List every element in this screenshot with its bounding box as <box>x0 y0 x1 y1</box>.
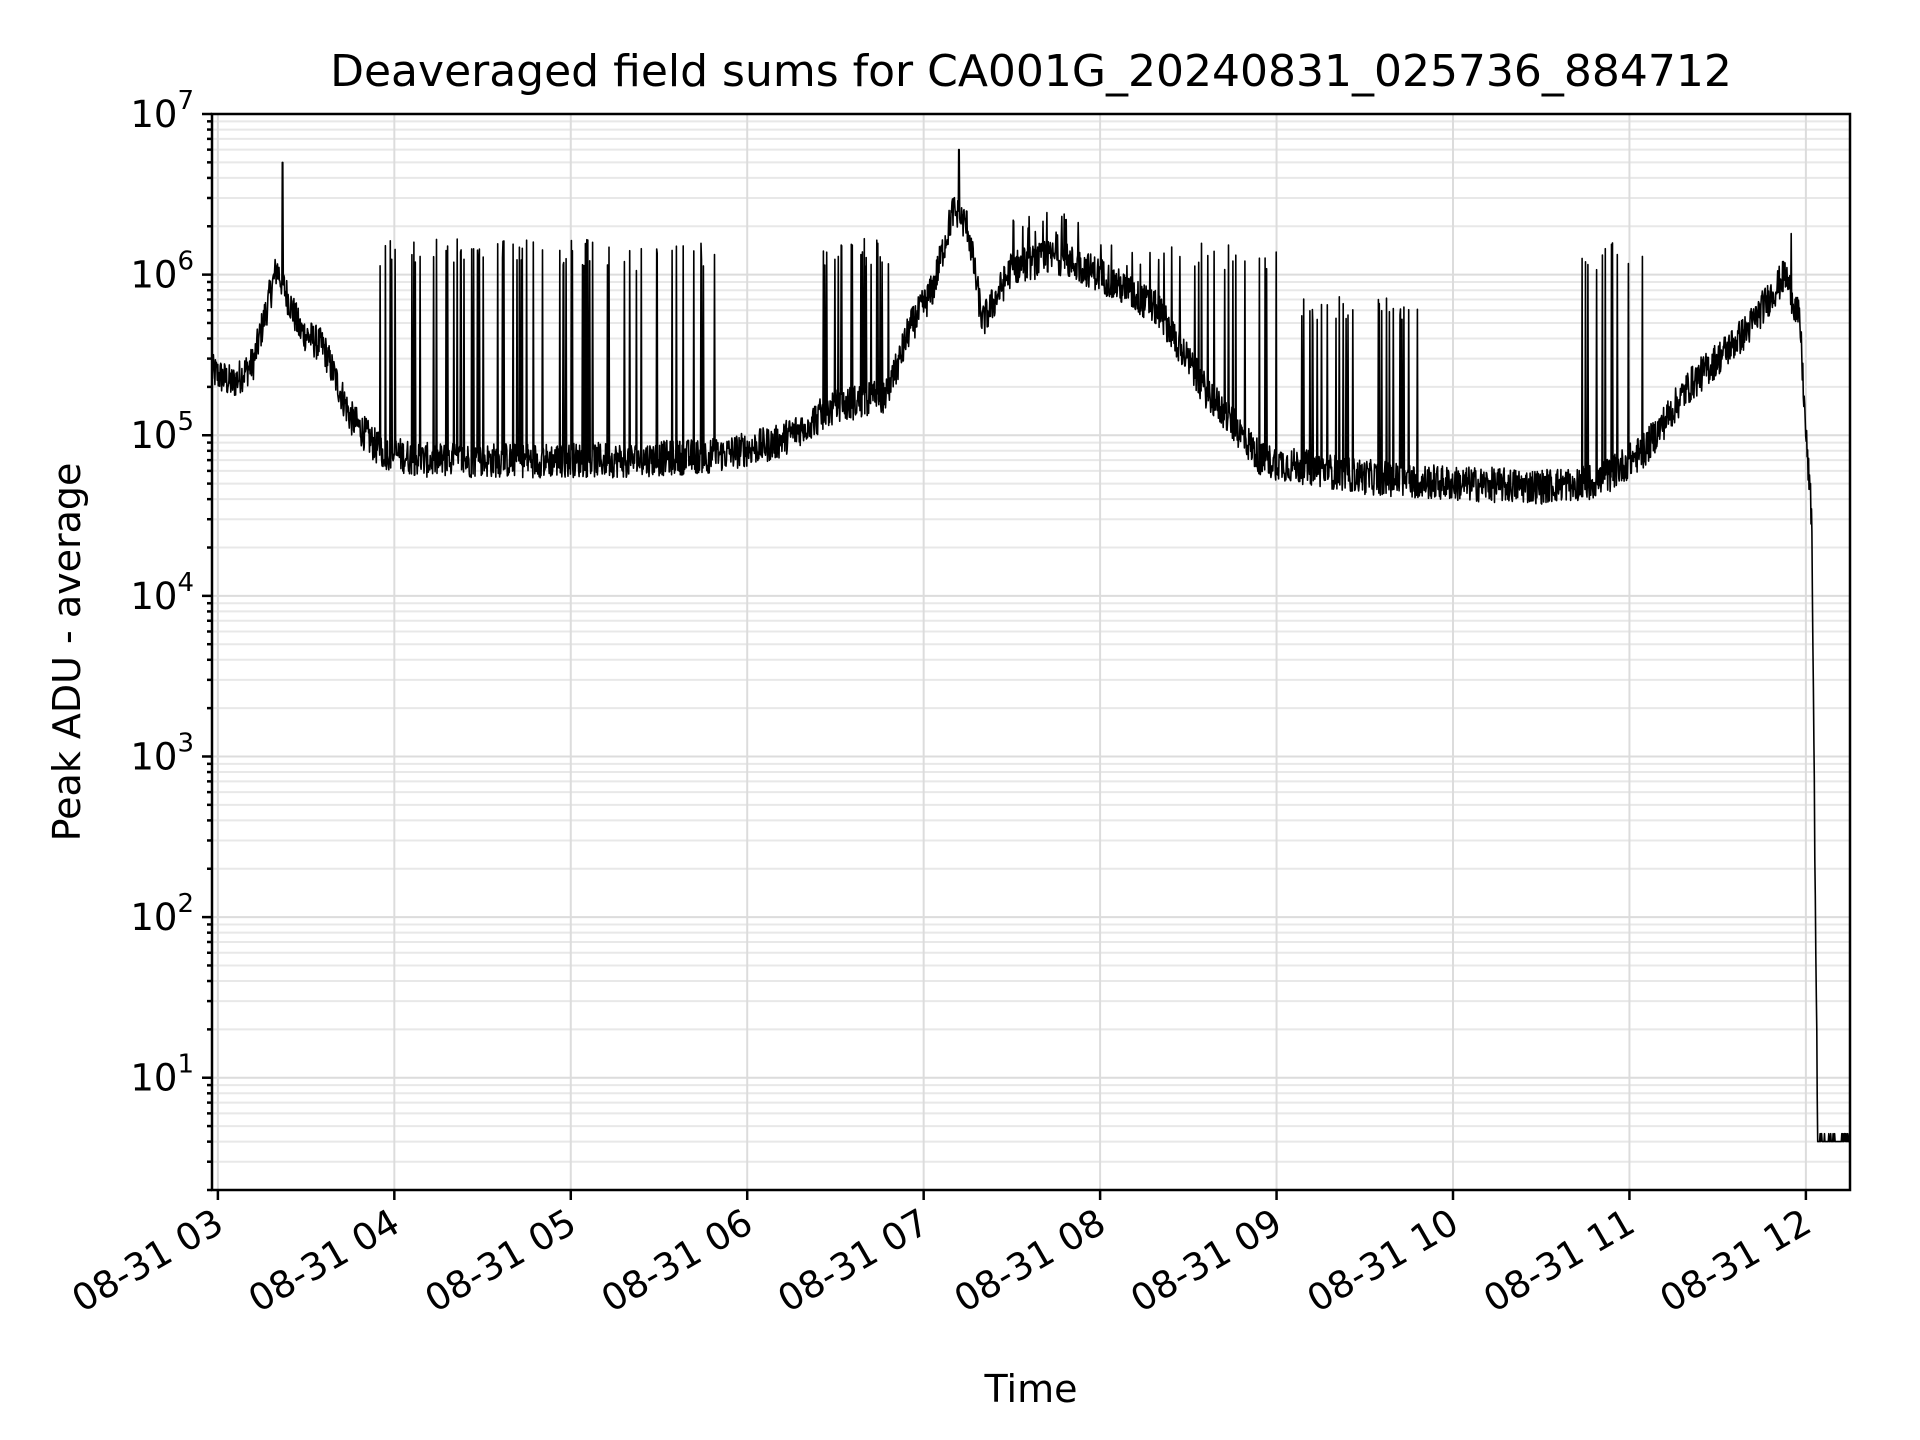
y-tick-label: 107 <box>130 86 194 136</box>
y-axis: 101 102 103 104 105 106 107 <box>130 86 212 1192</box>
y-tick-label: 103 <box>130 728 194 778</box>
y-tick-label: 102 <box>130 889 194 939</box>
plot-frame <box>210 112 1852 1192</box>
y-tick-label: 101 <box>130 1050 194 1100</box>
series-line <box>211 148 1851 1143</box>
y-tick-label: 105 <box>130 407 194 457</box>
y-axis-label: Peak ADU - average <box>45 463 89 842</box>
series-layer <box>211 148 1851 1143</box>
y-tick-label: 104 <box>130 568 194 618</box>
y-tick-label: 106 <box>130 247 194 297</box>
x-axis-label: Time <box>984 1367 1078 1411</box>
chart-title: Deaveraged field sums for CA001G_2024083… <box>330 46 1732 97</box>
